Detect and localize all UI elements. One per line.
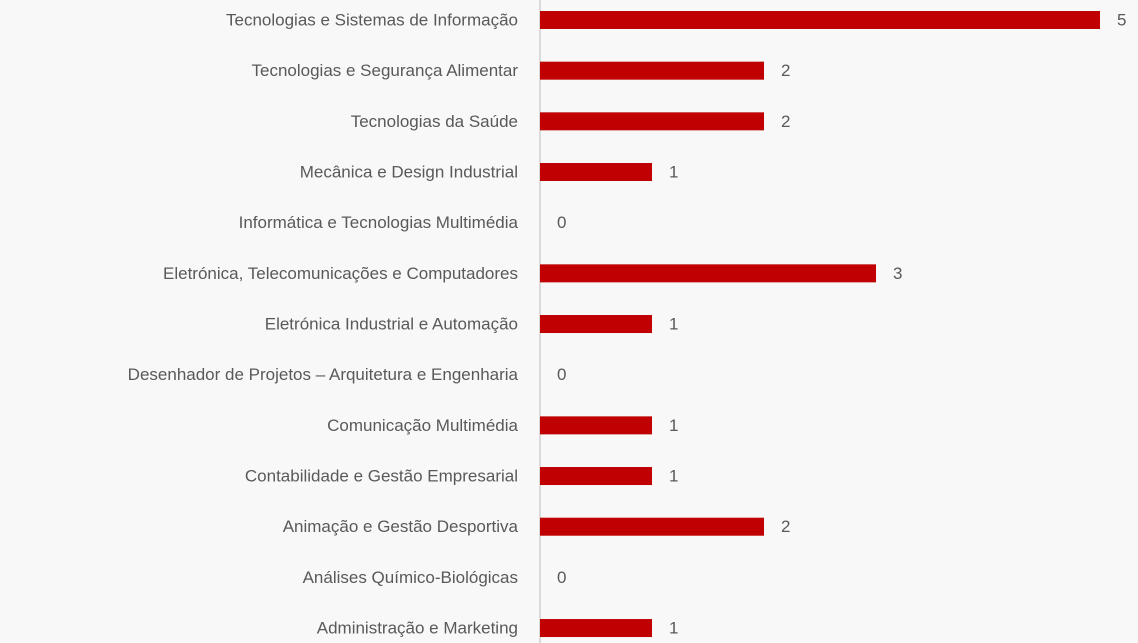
bar [540, 619, 652, 638]
data-label: 2 [781, 61, 790, 80]
bar [540, 315, 652, 334]
y-tick-label: Contabilidade e Gestão Empresarial [245, 467, 518, 486]
data-label: 0 [557, 568, 566, 587]
data-label: 0 [557, 365, 566, 384]
y-tick-label: Análises Químico-Biológicas [303, 568, 518, 587]
bar [540, 112, 764, 131]
bar [540, 517, 764, 536]
data-label: 2 [781, 112, 790, 131]
bar [540, 467, 652, 486]
data-label: 3 [893, 264, 902, 283]
data-label: 1 [669, 315, 678, 334]
y-tick-label: Tecnologias da Saúde [351, 112, 518, 131]
data-label: 1 [669, 619, 678, 638]
bar [540, 163, 652, 182]
y-tick-label: Eletrónica Industrial e Automação [265, 315, 518, 334]
y-tick-label: Comunicação Multimédia [327, 416, 518, 435]
y-tick-label: Tecnologias e Sistemas de Informação [226, 10, 518, 29]
data-label: 1 [669, 467, 678, 486]
bar [540, 11, 1100, 29]
bar [540, 61, 764, 80]
y-tick-label: Mecânica e Design Industrial [300, 162, 518, 181]
y-tick-label: Desenhador de Projetos – Arquitetura e E… [128, 365, 519, 384]
bar [540, 264, 876, 283]
y-tick-label: Informática e Tecnologias Multimédia [239, 213, 519, 232]
data-label: 0 [557, 213, 566, 232]
bar [540, 416, 652, 435]
data-label: 1 [669, 162, 678, 181]
data-label: 1 [669, 416, 678, 435]
y-tick-label: Tecnologias e Segurança Alimentar [252, 61, 519, 80]
y-tick-label: Animação e Gestão Desportiva [283, 517, 519, 536]
data-label: 5 [1117, 10, 1126, 29]
data-label: 2 [781, 517, 790, 536]
y-tick-label: Eletrónica, Telecomunicações e Computado… [163, 264, 518, 283]
y-tick-label: Administração e Marketing [317, 619, 518, 638]
